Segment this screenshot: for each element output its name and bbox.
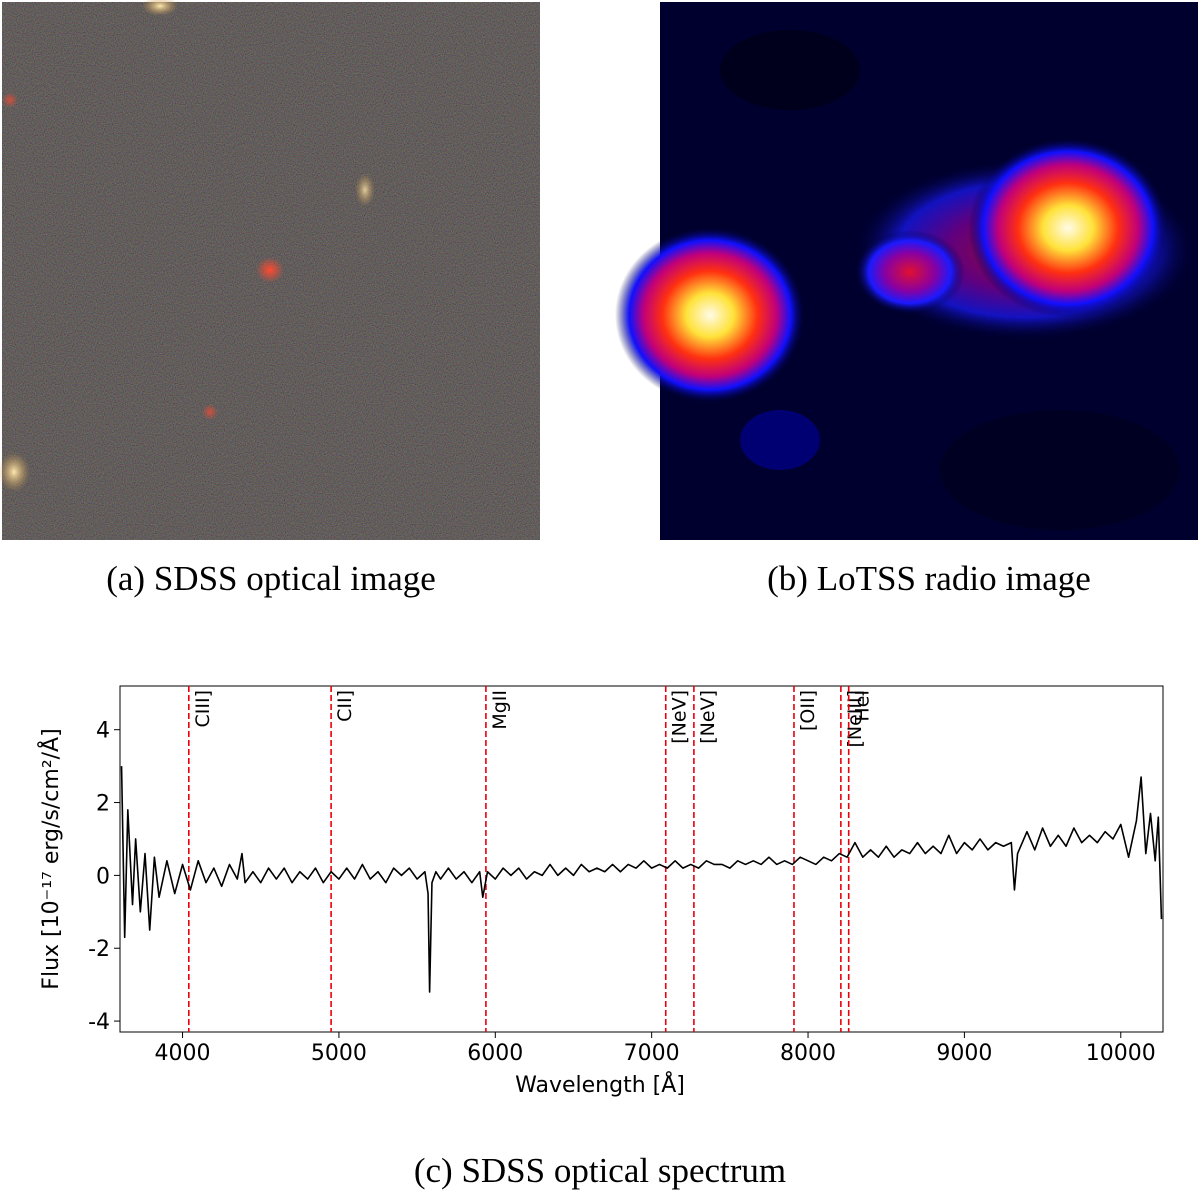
caption: (b) LoTSS radio image <box>767 559 1091 598</box>
emission-line-label: [NeV] <box>669 690 691 744</box>
y-axis-label: Flux [10⁻¹⁷ erg/s/cm²/Å] <box>37 728 64 989</box>
x-axis-label: Wavelength [Å] <box>515 1071 685 1098</box>
emission-line-label: [OII] <box>797 690 819 731</box>
y-tick-label: -4 <box>88 1010 110 1035</box>
emission-line-label: MgII <box>489 690 511 730</box>
emission-line-label: HeI <box>852 690 874 722</box>
y-tick-label: 0 <box>96 864 110 889</box>
spectrum-line <box>120 766 1163 993</box>
x-tick-label: 8000 <box>780 1041 836 1066</box>
x-tick-label: 5000 <box>311 1041 367 1066</box>
radio-image <box>615 2 1198 540</box>
caption: (a) SDSS optical image <box>106 559 436 598</box>
emission-line-label: CII] <box>334 690 356 722</box>
optical-image <box>0 0 540 540</box>
caption: (c) SDSS optical spectrum <box>414 1151 786 1190</box>
y-tick-label: -2 <box>88 937 110 962</box>
x-tick-label: 10000 <box>1086 1041 1156 1066</box>
plot-area <box>119 685 1164 1033</box>
x-tick-label: 6000 <box>467 1041 523 1066</box>
y-tick-label: 2 <box>96 792 110 817</box>
x-tick-label: 7000 <box>624 1041 680 1066</box>
x-tick-label: 4000 <box>155 1041 211 1066</box>
x-tick-label: 9000 <box>936 1041 992 1066</box>
y-tick-label: 4 <box>96 719 110 744</box>
emission-line-label: CIII] <box>192 690 214 728</box>
emission-line-label: [NeV] <box>697 690 719 744</box>
